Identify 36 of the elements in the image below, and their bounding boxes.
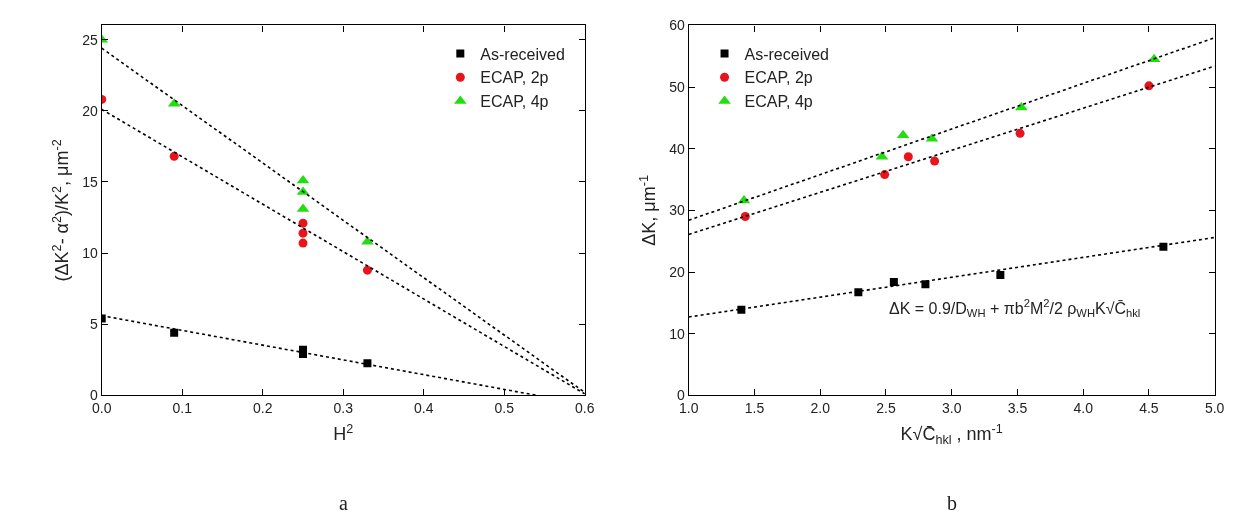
x-tick-label: 3.0 — [941, 400, 962, 417]
x-tick-label: 0.6 — [575, 400, 595, 417]
x-tick-label: 2.0 — [810, 400, 831, 417]
text: b — [947, 492, 957, 514]
y-tick-label: 25 — [82, 31, 99, 48]
x-axis-title: K√C̄$_{hkl}$ , nm$^{-1}$ — [900, 421, 1003, 448]
y-tick-label: 5 — [90, 316, 99, 333]
y-tick-label: 40 — [669, 140, 686, 157]
text: ΔK = 0.9/D$_{WH}$ + πb$^{2}$M$^{2}$/2 ρ$_{WH}$K√C̄$_{hkl}$ — [889, 297, 1141, 320]
x-tick-label: 0.5 — [494, 400, 515, 417]
x-tick-label: 0.4 — [414, 400, 434, 417]
y-tick-label: 20 — [82, 102, 99, 119]
y-tick-label: 10 — [82, 244, 99, 261]
x-tick-label: 5.0 — [1204, 400, 1225, 417]
x-tick-label: 0.2 — [253, 400, 273, 417]
y-tick-label: 60 — [669, 17, 686, 34]
y-tick-label: 20 — [669, 263, 686, 280]
x-tick-label: 0.3 — [333, 400, 354, 417]
x-tick-label: 4.5 — [1139, 400, 1159, 417]
legend-label: ECAP, 4p — [744, 93, 813, 111]
y-tick-label: 30 — [669, 202, 686, 219]
legend-label: ECAP, 2p — [744, 69, 813, 87]
legend-label: ECAP, 4p — [480, 93, 549, 111]
x-tick-label: 4.0 — [1073, 400, 1094, 417]
x-tick-label: 0.1 — [172, 400, 193, 417]
legend-label: As-received — [480, 45, 565, 63]
x-tick-label: 2.5 — [876, 400, 896, 417]
x-tick-label: 3.5 — [1007, 400, 1028, 417]
y-tick-label: 50 — [669, 78, 686, 95]
y-tick-label: 10 — [669, 325, 686, 342]
legend-label: ECAP, 2p — [480, 69, 549, 87]
legend-label: As-received — [744, 45, 830, 63]
text: a — [339, 492, 348, 514]
x-axis-title: H$^{2}$ — [333, 421, 354, 445]
y-tick-label: 15 — [82, 173, 99, 190]
x-tick-label: 1.5 — [744, 400, 765, 417]
